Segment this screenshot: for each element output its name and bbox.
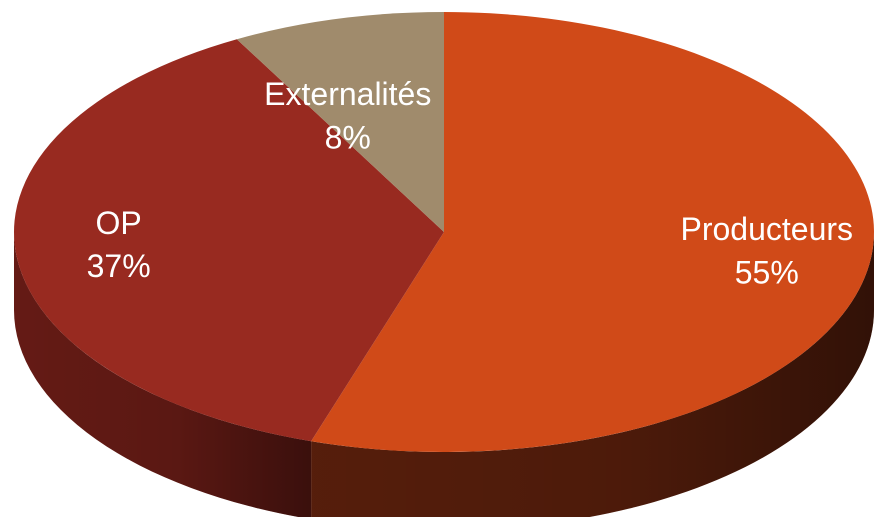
pie-slice-producteurs <box>311 12 874 453</box>
pie-labels: Producteurs 55% OP 37% Externalités 8% <box>87 76 853 290</box>
pie-side-shade-op <box>14 232 312 517</box>
pie-label-percent: 55% <box>735 254 799 290</box>
pie-slice-op <box>14 39 445 442</box>
pie-slice-externalites <box>236 11 444 232</box>
pie-label-category: Externalités <box>264 76 431 112</box>
pie-sides <box>14 232 874 517</box>
pie-tops <box>14 11 874 453</box>
pie-label-op: OP 37% <box>87 205 151 284</box>
pie-label-category: Producteurs <box>681 211 854 247</box>
pie-label-percent: 8% <box>325 119 371 155</box>
pie-label-externalites: Externalités 8% <box>264 76 431 155</box>
pie-side-shade-producteurs <box>311 232 874 517</box>
pie-label-percent: 37% <box>87 248 151 284</box>
pie-label-category: OP <box>96 205 142 241</box>
pie-label-producteurs: Producteurs 55% <box>681 211 854 290</box>
